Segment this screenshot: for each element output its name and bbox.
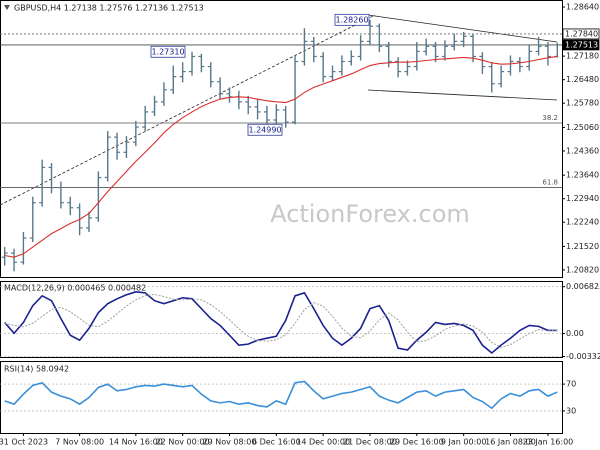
price-level-label: 1.27840 — [565, 29, 598, 38]
main-pane — [0, 0, 563, 278]
y-tick-label: 1.22240 — [566, 218, 599, 227]
y-tick-label: 0.006823 — [566, 282, 600, 291]
x-tick-label: 14 Dec 00:00 — [296, 438, 350, 447]
x-tick-label: 23 Jan 16:00 — [523, 438, 574, 447]
x-tick-label: 31 Oct 2023 — [0, 438, 48, 447]
y-tick-label: 1.24360 — [566, 146, 599, 155]
y-tick-label: 1.21520 — [566, 242, 599, 251]
symbol-icon — [4, 5, 10, 10]
y-tick-label: 1.27180 — [566, 52, 599, 61]
moving-average — [4, 55, 558, 258]
macd-title: MACD(12,26,9) 0.000465 0.000482 — [4, 284, 146, 293]
y-tick-label: -0.003321 — [566, 352, 600, 361]
price-level-box — [562, 28, 600, 40]
annotation-box — [150, 45, 186, 58]
fib-label: 61.8 — [542, 179, 558, 187]
x-tick-label: 16 Jan 08:00 — [485, 438, 536, 447]
chart-title: GBPUSD,H4 1.27138 1.27576 1.27136 1.2751… — [14, 4, 204, 13]
y-tick-label: 1.28640 — [566, 3, 599, 12]
price-level-box — [562, 39, 600, 51]
x-tick-label: 6 Dec 16:00 — [252, 438, 301, 447]
rsi-title: RSI(14) 58.0942 — [4, 365, 69, 374]
annotation-box — [247, 123, 283, 136]
y-tick-label: 1.22940 — [566, 194, 599, 203]
fib-label: 38.2 — [542, 114, 558, 122]
rsi-pane — [0, 361, 563, 434]
x-tick-label: 14 Nov 16:00 — [109, 438, 163, 447]
annotation-box — [334, 13, 370, 26]
triangle-upper — [367, 14, 558, 43]
y-tick-label: 0.00 — [566, 329, 584, 338]
macd-pane — [0, 281, 563, 358]
annotation-label: 1.24990 — [248, 125, 281, 134]
triangle-lower — [367, 89, 558, 101]
x-tick-label: 29 Dec 16:00 — [390, 438, 444, 447]
y-tick-label: 1.20820 — [566, 265, 599, 274]
indicator-line — [4, 291, 558, 355]
price-level-label: 1.27513 — [565, 40, 598, 49]
annotation-label: 1.27310 — [151, 47, 184, 56]
y-tick-label: 1.25060 — [566, 123, 599, 132]
indicator-line — [4, 293, 558, 348]
y-tick-label: 70 — [566, 380, 576, 389]
x-tick-label: 29 Nov 08:00 — [203, 438, 257, 447]
x-tick-label: 9 Jan 00:00 — [441, 438, 487, 447]
watermark: ActionForex.com — [270, 200, 470, 228]
y-tick-label: 1.26480 — [566, 75, 599, 84]
x-tick-label: 21 Dec 08:00 — [343, 438, 397, 447]
y-tick-label: 1.23640 — [566, 171, 599, 180]
y-tick-label: 30 — [566, 406, 576, 415]
x-tick-label: 22 Nov 00:00 — [156, 438, 210, 447]
x-tick-label: 7 Nov 08:00 — [55, 438, 104, 447]
indicator-line — [4, 380, 558, 410]
annotation-label: 1.28260 — [335, 15, 368, 24]
trend-line — [0, 14, 376, 206]
y-tick-label: 1.25780 — [566, 99, 599, 108]
